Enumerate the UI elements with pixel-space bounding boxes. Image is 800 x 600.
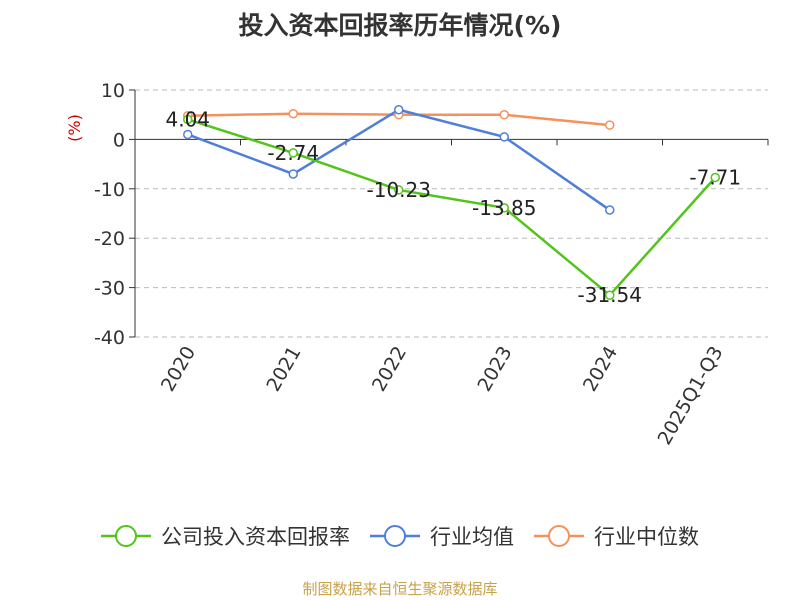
series-points — [183, 105, 720, 300]
legend-item: 行业均值 — [370, 525, 514, 549]
x-tick-label: 2021 — [262, 343, 305, 396]
legend-label: 公司投入资本回报率 — [161, 525, 350, 549]
data-point — [499, 203, 509, 213]
x-tick-label: 2023 — [473, 343, 516, 396]
data-point — [288, 169, 298, 179]
legend: 公司投入资本回报率 行业均值 行业中位数 — [101, 525, 699, 549]
data-label: 4.04 — [165, 107, 210, 131]
series-line-0 — [187, 118, 717, 297]
legend-label: 行业均值 — [430, 525, 514, 549]
x-tick-label: 2025Q1-Q3 — [654, 343, 728, 449]
data-point — [605, 290, 615, 300]
legend-marker — [384, 525, 406, 547]
data-label: -10.23 — [367, 178, 431, 202]
legend-label: 行业中位数 — [594, 525, 699, 549]
y-axis-label: (%) — [65, 114, 84, 142]
y-tick-label: -10 — [94, 179, 125, 201]
data-point — [499, 132, 509, 142]
data-point — [183, 129, 193, 140]
x-tick-label: 2024 — [579, 343, 622, 396]
legend-item: 公司投入资本回报率 — [101, 525, 350, 549]
data-labels: 4.04 -2.74 -10.23 -13.85 -31.54 -7.71 — [165, 107, 741, 307]
data-label: -2.74 — [267, 141, 319, 165]
legend-item: 行业中位数 — [534, 525, 699, 549]
x-tick-label: 2020 — [157, 343, 200, 396]
data-point — [288, 148, 298, 158]
data-point — [499, 109, 509, 120]
data-point — [183, 114, 193, 125]
legend-marker — [115, 525, 137, 547]
y-tick-label: 0 — [113, 129, 125, 151]
data-label: -7.71 — [689, 165, 741, 189]
data-label: -13.85 — [472, 196, 536, 220]
chart-title: 投入资本回报率历年情况(%) — [238, 11, 562, 40]
series-lines — [187, 108, 717, 297]
data-point — [605, 120, 615, 130]
source-note: 制图数据来自恒生聚源数据库 — [302, 580, 498, 598]
data-point — [394, 185, 404, 195]
y-tick-label: -40 — [94, 327, 125, 349]
data-label: -31.54 — [578, 283, 642, 307]
data-point — [288, 108, 298, 119]
y-tick-label: -20 — [94, 228, 125, 250]
y-tick-label: 10 — [101, 80, 125, 102]
data-point — [710, 172, 720, 183]
x-tick-label: 2022 — [368, 343, 411, 396]
data-point — [605, 205, 615, 215]
y-tick-label: -30 — [94, 278, 125, 300]
axes — [129, 89, 769, 338]
data-point — [394, 105, 404, 115]
grid-lines — [135, 89, 768, 338]
legend-marker — [548, 525, 570, 547]
